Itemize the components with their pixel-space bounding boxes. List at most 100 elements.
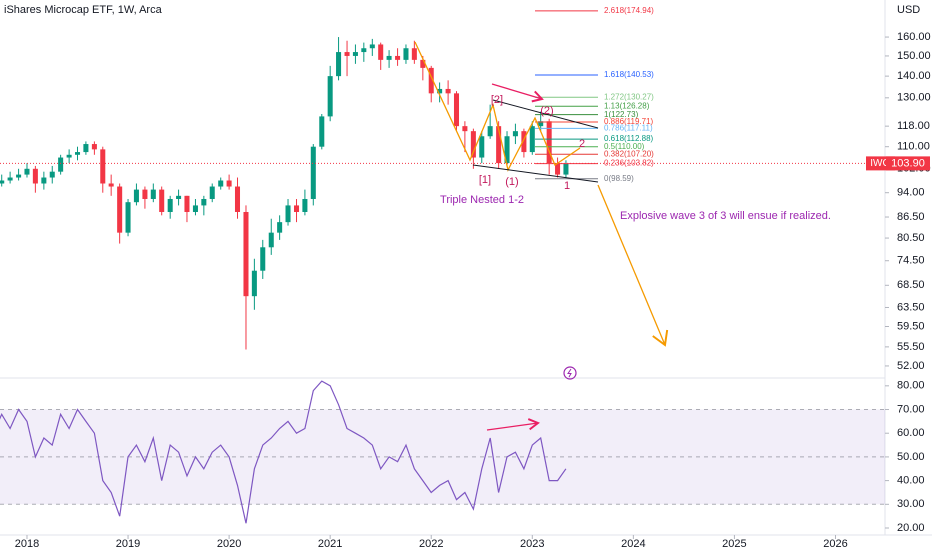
candle-body	[251, 270, 257, 297]
fib-label: 0.618(112.88)	[604, 134, 654, 143]
wave-label: 2	[579, 138, 585, 150]
candle-body	[462, 126, 468, 132]
candle-body	[378, 44, 384, 60]
wave-label: (1)	[505, 176, 518, 188]
candle-body	[41, 177, 47, 184]
x-tick-label: 2024	[621, 538, 645, 550]
y-tick-label: 63.50	[897, 301, 925, 313]
candle-body	[234, 186, 241, 212]
candle-body	[361, 48, 367, 53]
candle-body	[411, 48, 417, 60]
candle-body	[420, 59, 426, 68]
fib-label: 1(122.73)	[604, 110, 639, 119]
candle-body	[512, 131, 518, 137]
x-tick-label: 2018	[15, 538, 39, 550]
chart-title: iShares Microcap ETF, 1W, Arca	[4, 4, 163, 16]
y-tick-label: 74.50	[897, 255, 925, 267]
fib-label: 1.13(126.28)	[604, 101, 650, 110]
fib-label: 0.382(107.20)	[604, 149, 654, 158]
rsi-line	[0, 380, 567, 524]
fib-label: 0.886(119.71)	[604, 117, 654, 126]
y-tick-label: 50.00	[897, 451, 925, 463]
candle-body	[386, 55, 392, 60]
candle-body	[428, 67, 434, 94]
x-tick-label: 2019	[116, 538, 140, 550]
candle-body	[159, 189, 165, 212]
projection-arrow	[597, 184, 669, 347]
fib-label: 2.618(174.94)	[604, 6, 654, 15]
candle-body	[352, 52, 358, 56]
candle-body	[319, 116, 325, 147]
candle-body	[555, 163, 561, 175]
candle-body	[395, 55, 401, 60]
candle-body	[260, 247, 266, 271]
x-tick-label: 2026	[823, 538, 847, 550]
candle-body	[91, 144, 97, 150]
y-tick-label: 60.00	[897, 427, 925, 439]
drawings	[414, 41, 669, 431]
candle-body	[445, 88, 451, 94]
price-pane	[0, 10, 885, 350]
candle-body	[117, 186, 123, 233]
rsi-divergence-arrow	[486, 418, 540, 431]
candle-body	[66, 154, 72, 158]
candle-body	[277, 222, 283, 233]
y-tick-label: 118.00	[897, 120, 930, 132]
alert-icon[interactable]	[563, 366, 577, 380]
y-tick-label: 40.00	[897, 475, 925, 487]
alert-bolt	[567, 368, 572, 378]
candle-body	[336, 52, 342, 77]
y-tick-label: 68.50	[897, 279, 925, 291]
last-price-tag	[886, 156, 930, 171]
y-tick-label: 94.00	[897, 187, 925, 199]
wave-label: (2)	[540, 105, 553, 117]
y-tick-label: 80.50	[897, 232, 925, 244]
last-price-label: 103.90	[891, 157, 925, 169]
divergence-arrow	[491, 83, 544, 103]
candle-body	[167, 198, 173, 212]
y-tick-label: 30.00	[897, 498, 925, 510]
candle-body	[218, 180, 224, 187]
channel-lower	[472, 164, 599, 183]
candle-body	[32, 168, 38, 184]
candle-body	[125, 202, 131, 233]
candle-body	[133, 189, 139, 203]
y-tick-label: 140.00	[897, 70, 931, 82]
candle-body	[496, 126, 502, 164]
candle-body	[58, 157, 64, 172]
candle-body	[49, 171, 55, 178]
candle-body	[108, 183, 114, 187]
candle-body	[487, 126, 493, 137]
candle-body	[192, 205, 198, 212]
candle-body	[344, 52, 350, 56]
currency: USD	[897, 4, 920, 16]
candle-body	[546, 121, 552, 164]
candle-body	[479, 136, 485, 158]
candle-body	[150, 189, 156, 199]
y-tick-label: 52.00	[897, 360, 925, 372]
candle-body	[226, 180, 232, 187]
candle-body	[0, 180, 5, 184]
candle-body	[563, 163, 569, 175]
y-tick-label: 80.00	[897, 380, 925, 392]
candle-body	[16, 174, 22, 178]
axes: 160.00150.00140.00130.00118.00110.00102.…	[15, 6, 931, 550]
candle-body	[243, 211, 249, 297]
wave-label: [1]	[479, 174, 491, 186]
annotation: Explosive wave 3 of 3 will ensue if real…	[620, 210, 831, 222]
candle-body	[504, 136, 510, 164]
symbol-label: IWC	[870, 158, 889, 169]
candle-body	[302, 198, 308, 212]
channel-upper	[492, 99, 599, 129]
candle-body	[538, 121, 544, 127]
fib-label: 0.236(103.82)	[604, 159, 654, 168]
candle-body	[24, 168, 30, 175]
y-tick-label: 130.00	[897, 92, 931, 104]
fib-label: 0(98.59)	[604, 174, 634, 183]
candle-body	[7, 177, 13, 181]
candle-body	[403, 48, 409, 60]
fib-label: 0.786(117.11)	[604, 123, 653, 132]
y-tick-label: 55.50	[897, 341, 925, 353]
annotation: Triple Nested 1-2	[440, 194, 524, 206]
